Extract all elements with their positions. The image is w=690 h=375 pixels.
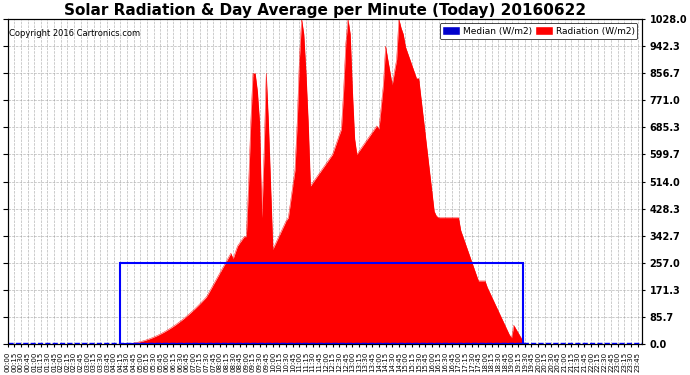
Legend: Median (W/m2), Radiation (W/m2): Median (W/m2), Radiation (W/m2): [440, 24, 638, 39]
Bar: [120, 263, 522, 344]
Title: Solar Radiation & Day Average per Minute (Today) 20160622: Solar Radiation & Day Average per Minute…: [63, 3, 586, 18]
Text: Copyright 2016 Cartronics.com: Copyright 2016 Cartronics.com: [9, 29, 140, 38]
